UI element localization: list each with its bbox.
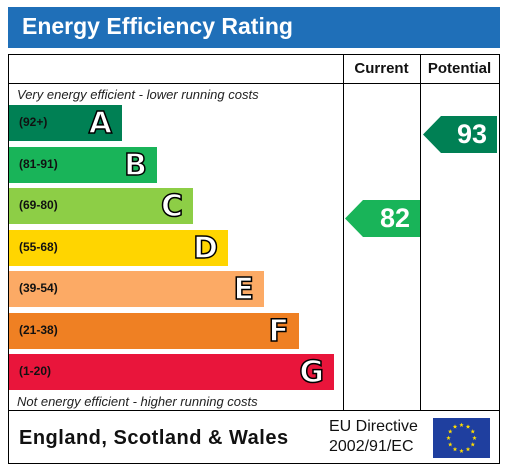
band-a: (92+) A bbox=[9, 105, 122, 142]
eu-star bbox=[446, 435, 451, 440]
eu-star bbox=[447, 429, 453, 434]
band-range: (69-80) bbox=[19, 198, 58, 212]
band-letter: B bbox=[123, 147, 147, 184]
eu-star bbox=[470, 429, 476, 434]
band-letter: F bbox=[268, 313, 290, 350]
rating-chart: Current Potential Very energy efficient … bbox=[8, 54, 500, 464]
eu-star bbox=[447, 442, 453, 447]
divider-current bbox=[343, 55, 344, 410]
eu-stars bbox=[446, 422, 477, 453]
band-b: (81-91) B bbox=[9, 146, 157, 184]
footer-directive-line2: 2002/91/EC bbox=[329, 438, 414, 455]
band-d: (55-68) D bbox=[9, 229, 228, 267]
potential-arrow-shape bbox=[423, 116, 497, 153]
band-f: (21-38) F bbox=[9, 312, 299, 350]
column-header-potential: Potential bbox=[427, 60, 492, 77]
title-bar: Energy Efficiency Rating bbox=[8, 7, 500, 48]
footer-country: England, Scotland & Wales bbox=[19, 427, 289, 449]
band-letter: E bbox=[233, 271, 255, 308]
current-rating-arrow: 82 bbox=[345, 199, 420, 237]
column-header-current: Current bbox=[354, 60, 409, 77]
band-c: (69-80) C bbox=[9, 188, 193, 225]
band-g: (1-20) G bbox=[9, 354, 334, 391]
header-underline bbox=[9, 83, 499, 84]
eu-star bbox=[465, 446, 471, 452]
band-letter: D bbox=[192, 230, 218, 267]
eu-star bbox=[452, 446, 458, 452]
note-inefficient: Not energy efficient - higher running co… bbox=[17, 394, 258, 409]
eu-star bbox=[470, 442, 476, 447]
band-letter: G bbox=[299, 354, 325, 391]
eu-star bbox=[465, 424, 471, 429]
band-range: (39-54) bbox=[19, 281, 58, 295]
eu-flag-icon bbox=[433, 418, 490, 458]
band-range: (55-68) bbox=[19, 239, 58, 254]
band-range: (81-91) bbox=[19, 156, 58, 171]
eu-star bbox=[459, 448, 464, 453]
footer-directive-line1: EU Directive bbox=[329, 418, 418, 435]
potential-rating-value: 93 bbox=[456, 119, 487, 149]
footer-divider bbox=[9, 410, 499, 411]
eu-star bbox=[472, 435, 477, 440]
band-range: (92+) bbox=[19, 115, 48, 129]
current-arrow-shape bbox=[345, 199, 420, 237]
eu-star bbox=[459, 422, 464, 427]
band-range: (21-38) bbox=[19, 322, 58, 337]
band-range: (1-20) bbox=[19, 364, 52, 378]
note-efficient: Very energy efficient - lower running co… bbox=[17, 87, 259, 102]
band-letter: A bbox=[88, 105, 113, 142]
current-rating-value: 82 bbox=[379, 202, 410, 233]
eu-star bbox=[452, 424, 458, 429]
divider-potential bbox=[420, 55, 421, 410]
band-letter: C bbox=[160, 188, 184, 225]
band-e: (39-54) E bbox=[9, 271, 264, 308]
page-title: Energy Efficiency Rating bbox=[22, 13, 293, 39]
potential-rating-arrow: 93 bbox=[423, 116, 497, 153]
